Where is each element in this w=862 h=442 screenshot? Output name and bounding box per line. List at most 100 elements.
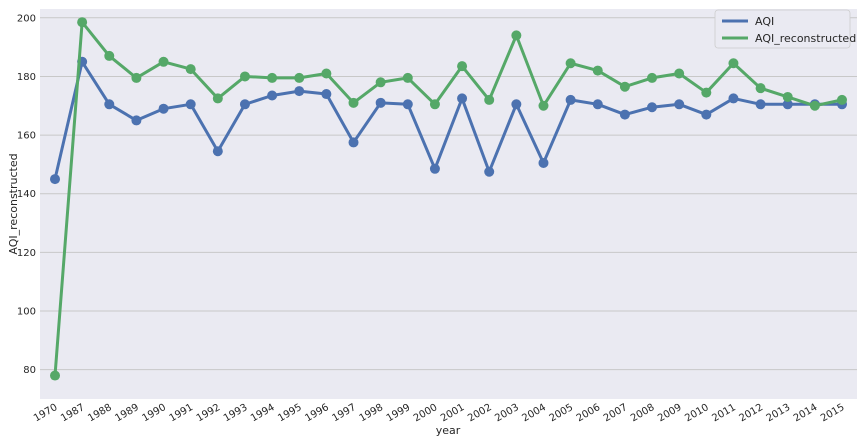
legend-label-aqi-reconstructed: AQI_reconstructed: [755, 32, 856, 45]
x-tick-label: 2002: [466, 402, 494, 424]
y-tick-label: 100: [17, 307, 36, 318]
x-tick-label: 1994: [249, 402, 277, 424]
x-tick-label: 1993: [222, 402, 250, 424]
series-aqi-reconstructed: [50, 17, 847, 381]
point-aqi: [375, 97, 386, 108]
x-tick-label: 2004: [520, 402, 548, 424]
point-aqi-reconstructed: [375, 77, 386, 88]
point-aqi-reconstructed: [809, 100, 820, 111]
y-tick-label: 200: [17, 13, 36, 24]
point-aqi: [484, 166, 495, 177]
x-tick-label: 1999: [385, 402, 413, 424]
x-axis-title: year: [436, 424, 461, 437]
x-tick-label: 1995: [276, 402, 304, 424]
point-aqi-reconstructed: [484, 94, 495, 105]
x-tick-label: 1992: [195, 402, 223, 424]
x-tick-label: 2006: [575, 402, 603, 424]
point-aqi-reconstructed: [429, 99, 440, 110]
point-aqi: [728, 93, 739, 104]
y-tick-label: 180: [17, 72, 36, 83]
point-aqi-reconstructed: [158, 56, 169, 67]
point-aqi-reconstructed: [77, 17, 88, 28]
x-tick-label: 1987: [59, 402, 87, 424]
x-tick-label: 2012: [738, 402, 766, 424]
y-axis-ticks: 80 100 120 140 160 180 200: [17, 13, 36, 376]
x-tick-label: 1970: [32, 402, 60, 424]
point-aqi-reconstructed: [50, 370, 60, 381]
point-aqi-reconstructed: [267, 72, 278, 83]
point-aqi: [267, 90, 278, 101]
point-aqi: [674, 99, 685, 110]
point-aqi: [701, 109, 712, 120]
point-aqi-reconstructed: [647, 72, 658, 83]
point-aqi-reconstructed: [701, 87, 712, 98]
point-aqi-reconstructed: [239, 71, 250, 82]
point-aqi: [457, 93, 468, 104]
point-aqi: [294, 86, 305, 97]
series-layer: [50, 17, 847, 381]
x-tick-label: 2009: [656, 402, 684, 424]
legend-label-aqi: AQI: [755, 15, 774, 28]
x-tick-label: 1988: [86, 402, 114, 424]
point-aqi-reconstructed: [728, 58, 739, 69]
x-tick-label: 1996: [303, 402, 331, 424]
x-tick-label: 1998: [358, 402, 386, 424]
point-aqi-reconstructed: [619, 81, 630, 92]
point-aqi: [348, 137, 359, 148]
y-tick-label: 140: [17, 189, 36, 200]
x-tick-label: 1997: [330, 402, 358, 424]
x-tick-label: 1991: [168, 402, 196, 424]
point-aqi: [511, 99, 522, 110]
x-tick-label: 2013: [765, 402, 793, 424]
y-axis-title: AQI_reconstructed: [7, 153, 20, 254]
point-aqi: [538, 157, 549, 168]
x-tick-label: 2003: [493, 402, 521, 424]
point-aqi-reconstructed: [104, 50, 115, 61]
point-aqi: [212, 146, 223, 157]
x-axis-ticks: 1970 1987 1988 1989 1990 1991 1992 1993 1994 1995…: [32, 402, 847, 424]
point-aqi-reconstructed: [837, 94, 847, 105]
point-aqi-reconstructed: [782, 91, 793, 102]
x-tick-label: 2010: [683, 402, 711, 424]
point-aqi: [429, 163, 440, 174]
point-aqi: [647, 102, 658, 113]
point-aqi-reconstructed: [538, 100, 549, 111]
point-aqi-reconstructed: [755, 83, 766, 94]
point-aqi-reconstructed: [457, 61, 468, 72]
point-aqi: [619, 109, 630, 120]
point-aqi: [321, 89, 332, 100]
x-tick-label: 2008: [629, 402, 657, 424]
point-aqi: [592, 99, 603, 110]
point-aqi-reconstructed: [565, 58, 576, 69]
point-aqi: [131, 115, 142, 126]
point-aqi: [185, 99, 196, 110]
point-aqi-reconstructed: [321, 68, 332, 79]
point-aqi-reconstructed: [402, 72, 413, 83]
point-aqi: [755, 99, 766, 110]
x-tick-label: 2005: [548, 402, 576, 424]
point-aqi: [104, 99, 115, 110]
x-tick-label: 1990: [141, 402, 169, 424]
legend-box: [714, 9, 851, 49]
point-aqi-reconstructed: [212, 93, 223, 104]
point-aqi: [239, 99, 250, 110]
point-aqi: [50, 174, 60, 185]
y-tick-label: 80: [23, 365, 36, 376]
point-aqi: [158, 103, 169, 114]
point-aqi: [402, 99, 413, 110]
x-tick-label: 2014: [792, 402, 820, 424]
x-tick-label: 2000: [412, 402, 440, 424]
legend: AQI AQI_reconstructed: [714, 9, 856, 49]
y-tick-label: 120: [17, 248, 36, 259]
plot-background: [40, 9, 857, 399]
point-aqi-reconstructed: [592, 65, 603, 76]
point-aqi-reconstructed: [348, 97, 359, 108]
point-aqi-reconstructed: [185, 64, 196, 75]
x-tick-label: 2001: [439, 402, 467, 424]
point-aqi-reconstructed: [674, 68, 685, 79]
x-tick-label: 2015: [819, 402, 847, 424]
y-tick-label: 160: [17, 131, 36, 142]
point-aqi: [565, 94, 576, 105]
point-aqi-reconstructed: [131, 72, 142, 83]
